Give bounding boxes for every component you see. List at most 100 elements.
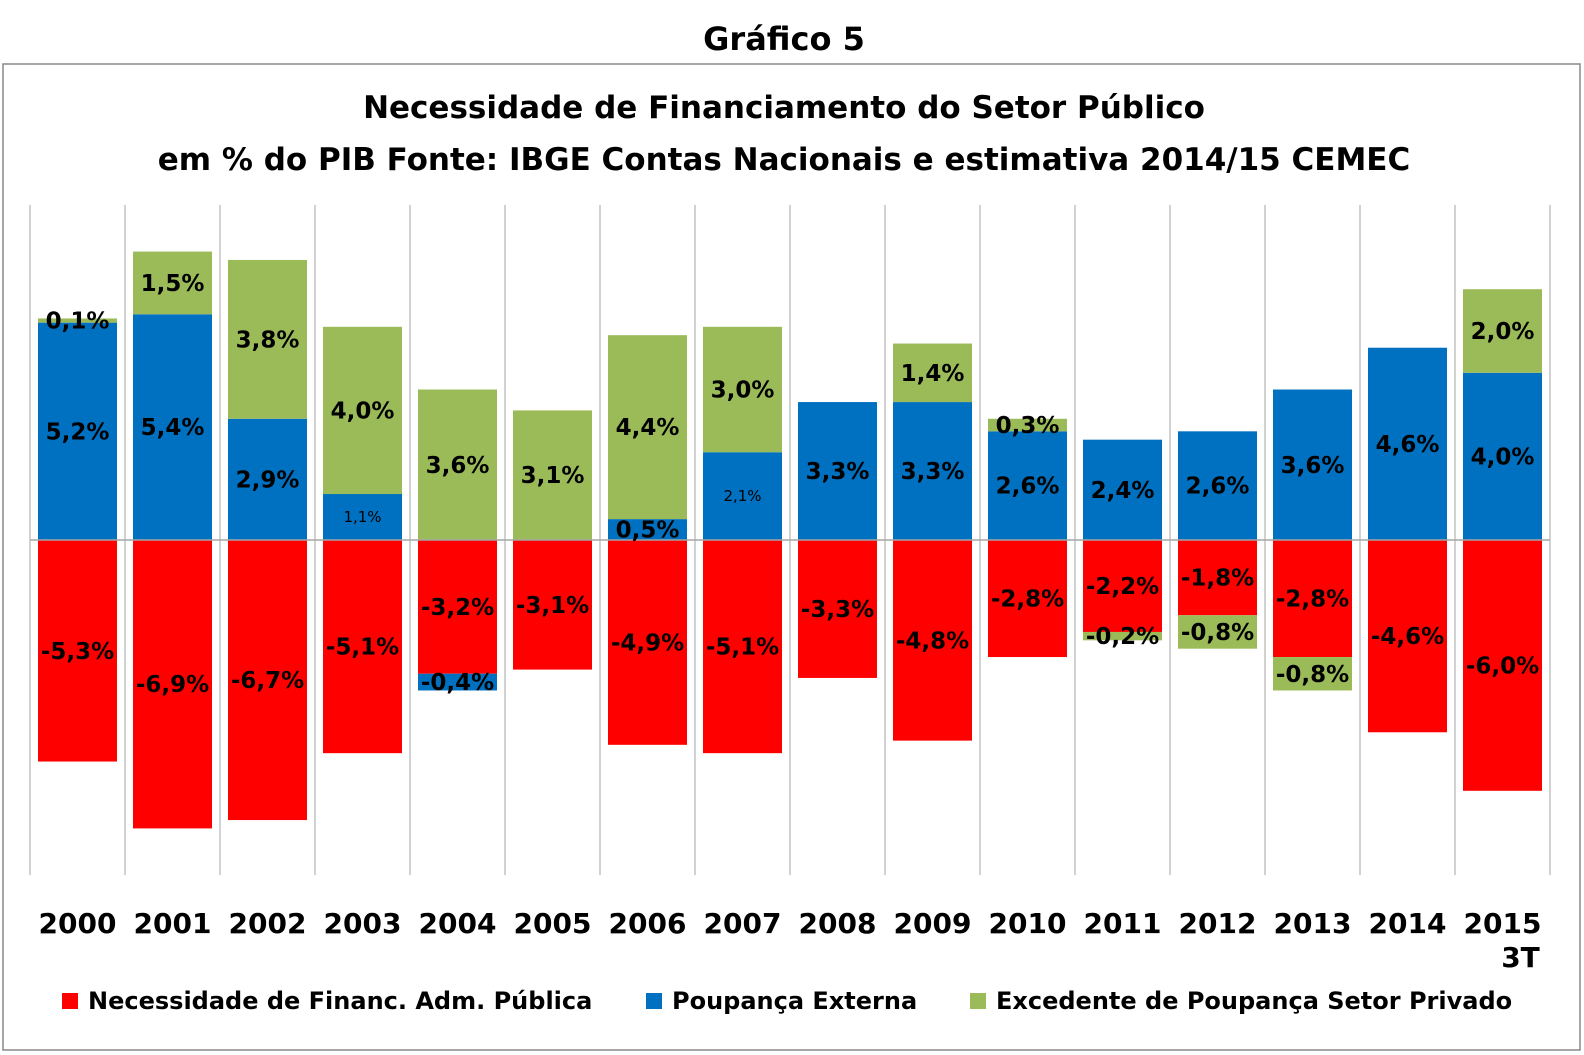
bar-2013-series-1 [1273,389,1352,540]
chart-title: Necessidade de Financiamento do Setor Pú… [363,90,1205,126]
data-label: 2,9% [236,467,300,493]
data-label: 0,1% [46,309,110,335]
bar-2012-series-1 [1178,431,1257,540]
category-label: 2009 [894,907,972,940]
bar-2006-series-1 [608,519,687,540]
data-label: 2,6% [1186,474,1250,500]
data-label: -2,8% [1276,587,1349,613]
bar-2010-series-1 [988,431,1067,540]
bar-2009-series-0 [893,540,972,741]
category-label: 2012 [1179,907,1257,940]
data-label: -3,1% [516,593,589,619]
data-label: 1,4% [901,361,965,387]
bar-2000-series-2 [38,318,117,323]
bar-2008-series-1 [798,402,877,540]
figure-title: Gráfico 5 [703,20,865,58]
bar-2005-series-2 [513,410,592,540]
legend-label: Poupança Externa [672,987,917,1015]
bar-2004-series-2 [418,389,497,540]
data-label: 3,6% [1281,453,1345,479]
category-label: 2004 [419,907,497,940]
category-label: 2015 3T [1464,907,1542,974]
data-label: -0,8% [1276,662,1349,688]
category-label: 2007 [704,907,782,940]
bar-2015-series-0 [1463,540,1542,791]
bar-2004-series-0 [418,540,497,674]
data-label: -6,9% [136,672,209,698]
bar-2011-series-2 [1083,631,1162,641]
bar-2007-series-0 [703,540,782,754]
data-label: 1,1% [343,508,381,526]
plot-area: -5,3% 5,2% 0,1% -6,9% 5,4% 1,5% -6,7% 2,9% 3,8% -… [29,205,1551,974]
bar-2000-series-1 [38,322,117,540]
bar-2011-series-1 [1083,439,1162,540]
category-label: 2008 [799,907,877,940]
category-label: 2013 [1274,907,1352,940]
data-label: -3,2% [421,595,494,621]
bar-2002-series-1 [228,418,307,540]
bar-2007-series-2 [703,326,782,453]
category-label: 2002 [229,907,307,940]
bar-2012-series-2 [1178,615,1257,649]
bar-2008-series-0 [798,540,877,678]
data-label: 2,1% [723,487,761,505]
data-label: -2,2% [1086,574,1159,600]
bar-2003-series-0 [323,540,402,754]
data-label: -1,8% [1181,566,1254,592]
bar-2003-series-1 [323,494,402,540]
bar-2014-series-0 [1368,540,1447,733]
category-label: 2005 [514,907,592,940]
bar-2001-series-2 [133,251,212,315]
bar-2013-series-2 [1273,657,1352,691]
legend-label: Necessidade de Financ. Adm. Pública [88,987,592,1015]
data-label: 3,3% [901,459,965,485]
data-label: -5,1% [706,635,779,661]
data-label: -6,7% [231,668,304,694]
bar-2006-series-0 [608,540,687,745]
category-label: 2003 [324,907,402,940]
data-label: -6,0% [1466,653,1539,679]
data-label: -5,1% [326,635,399,661]
data-label: 4,0% [331,398,395,424]
data-label: 0,3% [996,413,1060,439]
bar-2010-series-2 [988,418,1067,432]
legend-swatch [970,993,986,1009]
category-label: 2014 [1369,907,1447,940]
data-label: 1,5% [141,271,205,297]
category-label: 2001 [134,907,212,940]
category-label: 2000 [39,907,117,940]
data-label: -4,6% [1371,624,1444,650]
data-label: -0,4% [421,670,494,696]
category-label: 2006 [609,907,687,940]
data-label: 5,4% [141,415,205,441]
legend: Necessidade de Financ. Adm. Pública Poupa… [62,987,1512,1015]
bar-2001-series-0 [133,540,212,829]
bar-2003-series-2 [323,326,402,495]
data-label: 3,6% [426,453,490,479]
data-label: 4,0% [1471,444,1535,470]
bar-2014-series-1 [1368,347,1447,540]
bar-2011-series-0 [1083,540,1162,632]
bar-2010-series-0 [988,540,1067,658]
data-label: -0,8% [1181,620,1254,646]
data-label: 2,6% [996,474,1060,500]
data-label: -2,8% [991,587,1064,613]
category-label: 2010 [989,907,1067,940]
data-label: 4,4% [616,415,680,441]
bar-2015-series-1 [1463,372,1542,540]
bar-2009-series-2 [893,343,972,403]
data-label: -5,3% [41,639,114,665]
data-label: -3,3% [801,597,874,623]
legend-label: Excedente de Poupança Setor Privado [996,987,1512,1015]
data-label: 4,6% [1376,432,1440,458]
bar-2005-series-0 [513,540,592,670]
data-label: -4,9% [611,630,684,656]
bar-2015-series-2 [1463,289,1542,373]
bar-2006-series-2 [608,335,687,520]
bar-2007-series-1 [703,452,782,540]
bar-2009-series-1 [893,402,972,540]
bar-2004-series-1 [418,673,497,691]
data-label: 3,3% [806,459,870,485]
bar-2000-series-0 [38,540,117,762]
